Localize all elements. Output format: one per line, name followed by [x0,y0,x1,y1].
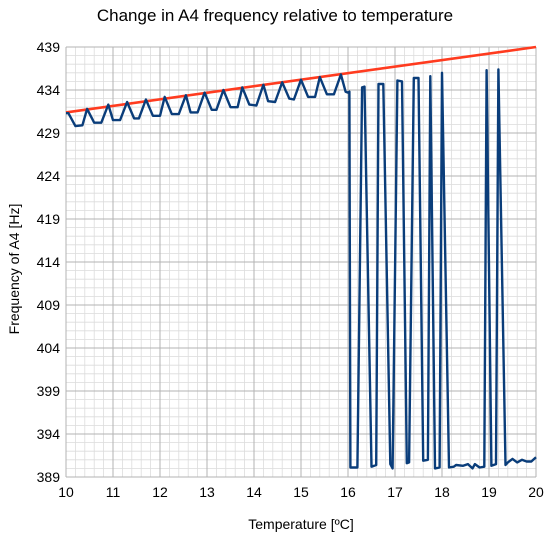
x-axis-label: Temperature [ºC] [248,516,354,532]
x-tick-labels: 10 11 12 13 14 15 16 17 18 19 20 [58,484,544,500]
x-tick-label: 14 [246,484,262,500]
x-tick-label: 18 [434,484,450,500]
y-tick-label: 419 [37,211,61,227]
chart-title: Change in A4 frequency relative to tempe… [97,6,453,25]
y-tick-label: 429 [37,125,61,141]
x-tick-label: 20 [528,484,544,500]
y-tick-label: 404 [37,340,61,356]
y-tick-label: 409 [37,297,61,313]
y-tick-label: 399 [37,383,61,399]
y-tick-label: 394 [37,426,61,442]
x-tick-label: 15 [293,484,309,500]
major-gridlines [65,46,537,478]
x-tick-label: 12 [152,484,168,500]
series-layer [65,45,537,470]
measured-line [66,68,537,470]
x-tick-label: 10 [58,484,74,500]
x-tick-label: 19 [481,484,497,500]
y-tick-label: 389 [37,469,61,485]
x-tick-label: 16 [340,484,356,500]
y-axis-label: Frequency of A4 [Hz] [6,204,22,335]
y-tick-label: 439 [37,39,61,55]
y-tick-label: 434 [37,82,61,98]
y-tick-label: 414 [37,254,61,270]
x-tick-label: 17 [387,484,403,500]
y-tick-labels: 389 394 399 404 409 414 419 424 429 434 439 [37,39,61,485]
y-tick-label: 424 [37,168,61,184]
x-tick-label: 11 [106,484,121,500]
x-tick-label: 13 [199,484,215,500]
